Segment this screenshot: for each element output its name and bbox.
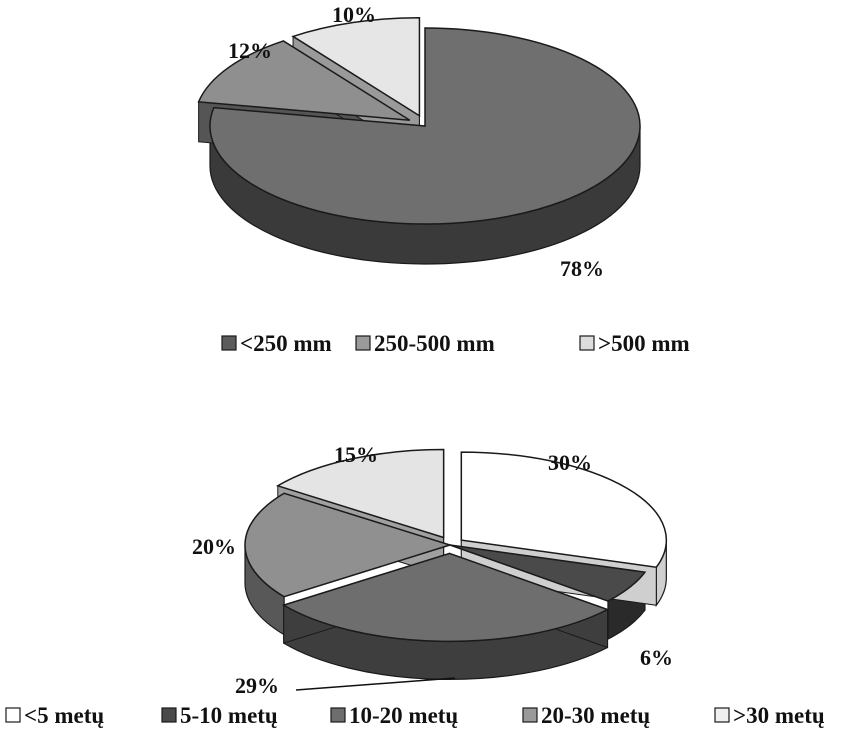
legend-label-2: 250-500 mm [374, 331, 495, 356]
data-label-1: 78% [560, 256, 604, 281]
legend-label-2: 5-10 metų [180, 703, 278, 728]
legend-label-5: >30 metų [733, 703, 825, 728]
legend-swatch-2 [355, 335, 371, 351]
data-label-2: 6% [640, 645, 673, 670]
pie-slice-3 [281, 552, 610, 643]
legend-swatch-1 [221, 335, 237, 351]
legend-label-4: 20-30 metų [541, 703, 650, 728]
legend-swatch-3 [330, 707, 346, 723]
data-label-5: 15% [334, 442, 378, 467]
legend-label-3: 10-20 metų [349, 703, 458, 728]
legend-swatch-5 [714, 707, 730, 723]
legend-swatch-3 [579, 335, 595, 351]
data-label-4: 20% [192, 534, 236, 559]
legend-label-1: <250 mm [240, 331, 332, 356]
pie-slice-3 [291, 16, 421, 118]
pie-chart-2: 30% 6% 29% 20% 15% <5 metų 5-10 metų 10-20 metų… [5, 442, 825, 728]
pie-slice-2 [197, 40, 411, 121]
pie-slice-1 [460, 451, 667, 569]
pie-chart-1: 78% 12% 10% <250 mm 250-500 mm >500 mm [197, 2, 690, 356]
data-label-3: 10% [332, 2, 376, 27]
legend-swatch-4 [522, 707, 538, 723]
data-label-1: 30% [548, 450, 592, 475]
data-label-leader-line [295, 677, 456, 691]
legend-label-1: <5 metų [24, 703, 104, 728]
data-label-2: 12% [228, 38, 272, 63]
legend-swatch-2 [161, 707, 177, 723]
pie-slice-2 [449, 544, 647, 602]
pie-slice-5 [275, 448, 445, 539]
pie-slice-1 [209, 27, 641, 225]
legend-swatch-1 [5, 707, 21, 723]
legend-label-3: >500 mm [598, 331, 690, 356]
data-label-3: 29% [235, 673, 279, 698]
pie-slice-4 [244, 492, 453, 598]
